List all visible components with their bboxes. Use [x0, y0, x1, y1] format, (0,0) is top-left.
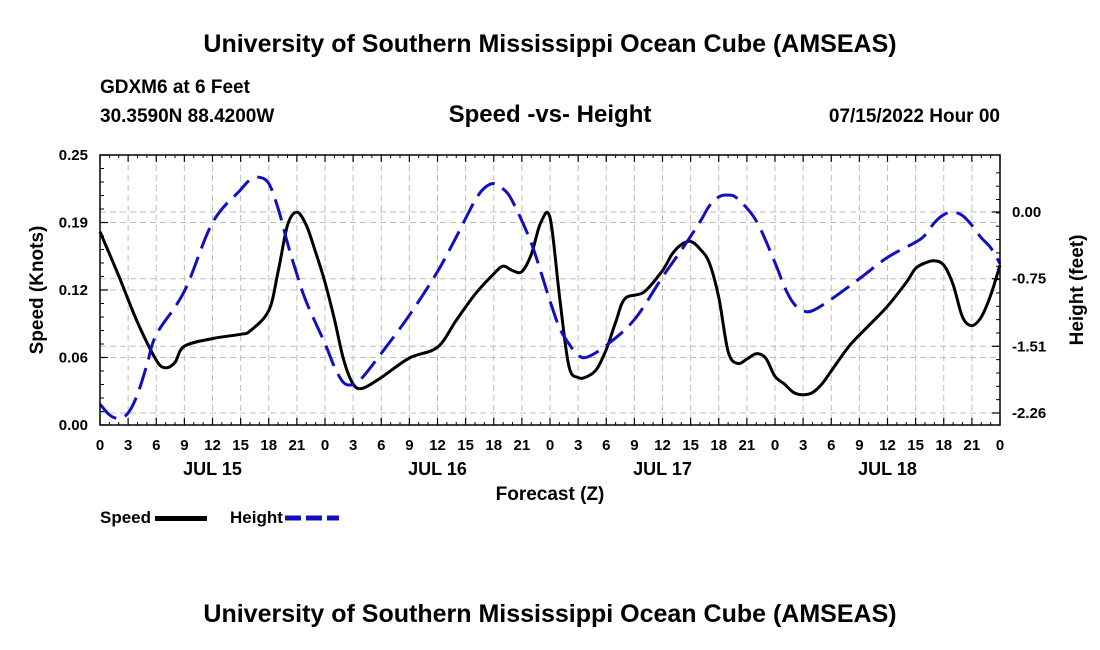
x-tick-label: 9: [630, 437, 638, 454]
page-title-bottom: University of Southern Mississippi Ocean…: [203, 600, 897, 628]
x-tick-label: 15: [682, 437, 699, 454]
day-label: JUL 18: [858, 459, 917, 479]
station-coordinates: 30.3590N 88.4200W: [100, 106, 275, 127]
x-tick-label: 21: [514, 437, 531, 454]
legend-height: Height: [230, 508, 339, 528]
y-tick-label-right: -1.51: [1012, 338, 1046, 355]
x-tick-label: 0: [546, 437, 554, 454]
x-tick-label: 9: [180, 437, 188, 454]
series-line-speed: [98, 210, 1002, 397]
series-line-height: [98, 175, 1002, 420]
x-tick-label: 12: [429, 437, 446, 454]
x-tick-label: 9: [855, 437, 863, 454]
x-tick-label: 18: [935, 437, 952, 454]
forecast-date: 07/15/2022 Hour 00: [828, 106, 1000, 127]
x-tick-label: 18: [260, 437, 277, 454]
day-label: JUL 16: [408, 459, 467, 479]
y-axis-title-right: Height (feet): [1067, 235, 1088, 346]
y-axis-title-left: Speed (Knots): [27, 226, 48, 355]
y-tick-label-left: 0.06: [59, 350, 88, 367]
y-tick-label-right: 0.00: [1012, 204, 1041, 221]
x-tick-label: 3: [799, 437, 807, 454]
day-label: JUL 15: [183, 459, 242, 479]
x-tick-label: 0: [96, 437, 104, 454]
x-tick-label: 15: [907, 437, 924, 454]
x-tick-label: 0: [321, 437, 329, 454]
legend-height-swatch: [284, 515, 339, 521]
day-label: JUL 17: [633, 459, 692, 479]
legend-speed-label: Speed: [100, 508, 152, 527]
x-tick-label: 12: [204, 437, 221, 454]
x-tick-label: 21: [289, 437, 306, 454]
x-tick-label: 15: [232, 437, 249, 454]
x-tick-label: 18: [710, 437, 727, 454]
axes: 0 3 6 9 12 15 18 21 0 3 6 9 12 15 18 21 0 3 6 9 12 15 18 21 0 3 6 9…: [59, 147, 1046, 479]
legend-speed-swatch: [155, 515, 208, 521]
x-tick-label: 12: [654, 437, 671, 454]
x-tick-label: 6: [827, 437, 835, 454]
x-tick-label: 12: [879, 437, 896, 454]
series-layer: [98, 175, 1002, 420]
y-tick-label-left: 0.00: [59, 417, 88, 434]
y-tick-label-right: -0.75: [1012, 271, 1046, 288]
y-tick-label-right: -2.26: [1012, 405, 1046, 422]
x-tick-label: 6: [152, 437, 160, 454]
x-tick-label: 15: [457, 437, 474, 454]
x-tick-label: 3: [574, 437, 582, 454]
x-tick-label: 0: [996, 437, 1004, 454]
legend-height-label: Height: [230, 508, 283, 527]
x-tick-label: 9: [405, 437, 413, 454]
y-tick-label-left: 0.12: [59, 282, 88, 299]
x-tick-label: 6: [602, 437, 610, 454]
plot-title: Speed -vs- Height: [448, 101, 652, 128]
legend-speed: Speed: [100, 508, 208, 528]
station-name: GDXM6 at 6 Feet: [100, 77, 250, 98]
x-tick-label: 6: [377, 437, 385, 454]
x-tick-label: 21: [964, 437, 981, 454]
y-tick-label-left: 0.25: [59, 147, 88, 164]
x-axis-title: Forecast (Z): [496, 484, 605, 505]
x-tick-label: 3: [349, 437, 357, 454]
x-tick-label: 3: [124, 437, 132, 454]
page-title: University of Southern Mississippi Ocean…: [203, 30, 897, 58]
x-tick-label: 18: [485, 437, 502, 454]
x-tick-label: 21: [739, 437, 756, 454]
y-tick-label-left: 0.19: [59, 215, 88, 232]
x-tick-label: 0: [771, 437, 779, 454]
